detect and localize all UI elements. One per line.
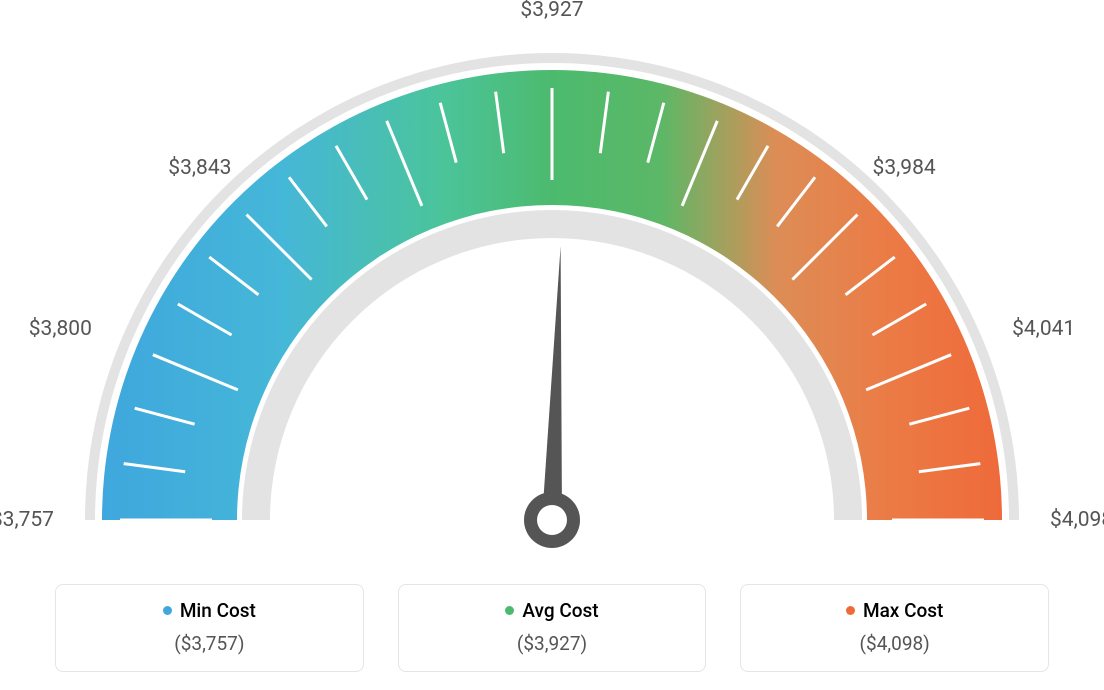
- legend-title-max: Max Cost: [846, 599, 943, 622]
- legend-title-label: Avg Cost: [522, 599, 598, 622]
- legend-card-min: Min Cost ($3,757): [55, 584, 364, 672]
- chart-container: { "gauge": { "type": "gauge", "cx": 552,…: [0, 0, 1104, 690]
- legend-dot-min: [163, 606, 172, 615]
- legend-row: Min Cost ($3,757) Avg Cost ($3,927) Max …: [55, 584, 1049, 672]
- gauge-svg: [0, 0, 1104, 568]
- legend-value-avg: ($3,927): [411, 632, 694, 655]
- legend-value-max: ($4,098): [753, 632, 1036, 655]
- gauge-tick-label: $3,843: [168, 156, 231, 180]
- gauge-tick-label: $3,984: [873, 156, 936, 180]
- legend-dot-max: [846, 606, 855, 615]
- legend-dot-avg: [505, 606, 514, 615]
- legend-card-max: Max Cost ($4,098): [740, 584, 1049, 672]
- gauge-tick-label: $3,927: [520, 0, 583, 22]
- legend-card-avg: Avg Cost ($3,927): [398, 584, 707, 672]
- legend-title-min: Min Cost: [163, 599, 256, 622]
- gauge-tick-label: $3,800: [29, 317, 92, 341]
- legend-value-min: ($3,757): [68, 632, 351, 655]
- gauge-chart: $3,757 $3,800 $3,843 $3,927 $3,984 $4,041 $4,0…: [0, 0, 1104, 568]
- legend-title-avg: Avg Cost: [505, 599, 598, 622]
- legend-title-label: Max Cost: [863, 599, 943, 622]
- gauge-tick-label: $3,757: [0, 508, 54, 532]
- gauge-tick-label: $4,041: [1012, 317, 1075, 341]
- legend-title-label: Min Cost: [180, 599, 256, 622]
- gauge-tick-label: $4,098: [1050, 508, 1104, 532]
